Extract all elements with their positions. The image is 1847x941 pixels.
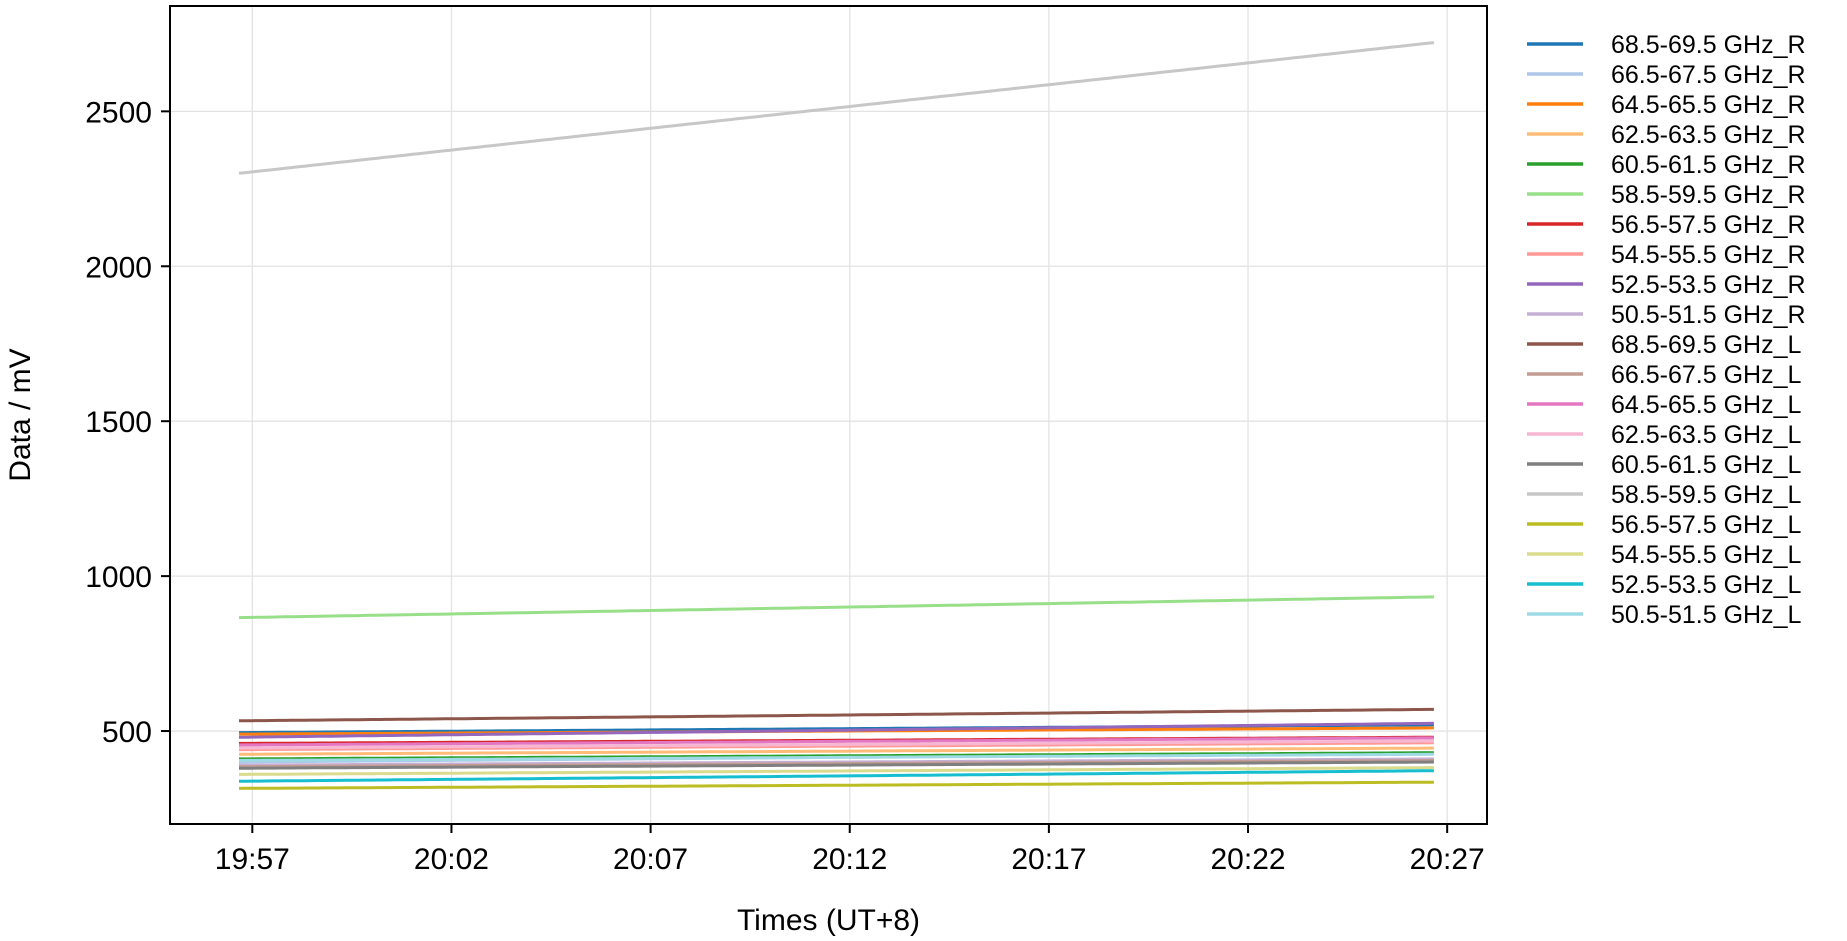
series-line [239, 760, 1434, 770]
legend-label: 68.5-69.5 GHz_R [1611, 31, 1806, 59]
series-line [238, 736, 1434, 747]
legend-label: 60.5-61.5 GHz_L [1611, 451, 1801, 479]
series-line [238, 759, 1434, 769]
legend-label: 54.5-55.5 GHz_R [1611, 241, 1806, 269]
y-tick-label: 500 [102, 716, 152, 749]
x-tick-label: 20:12 [812, 843, 887, 876]
y-tick-label: 1500 [85, 406, 152, 439]
legend-label: 52.5-53.5 GHz_R [1611, 271, 1806, 299]
series-line [239, 707, 1434, 723]
x-tick-label: 20:27 [1410, 843, 1485, 876]
legend-label: 52.5-53.5 GHz_L [1611, 571, 1801, 599]
x-tick-label: 19:57 [215, 843, 290, 876]
y-axis-label: Data / mV [4, 348, 37, 481]
x-tick-label: 20:02 [414, 843, 489, 876]
legend-label: 58.5-59.5 GHz_L [1611, 481, 1801, 509]
legend-label: 66.5-67.5 GHz_R [1611, 61, 1806, 89]
legend-label: 64.5-65.5 GHz_L [1611, 391, 1801, 419]
legend-label: 66.5-67.5 GHz_L [1611, 361, 1801, 389]
series-layer [238, 41, 1435, 790]
series-line [238, 752, 1434, 762]
grid [170, 6, 1487, 824]
series-line [239, 721, 1434, 739]
legend-label: 60.5-61.5 GHz_R [1611, 151, 1806, 179]
x-tick-label: 20:17 [1011, 843, 1086, 876]
series-line [238, 746, 1434, 756]
legend-label: 62.5-63.5 GHz_L [1611, 421, 1801, 449]
y-tick-label: 2000 [85, 251, 152, 284]
series-line [238, 739, 1434, 750]
legend-label: 50.5-51.5 GHz_L [1611, 601, 1801, 629]
plot-frame [169, 5, 1488, 825]
legend-label: 58.5-59.5 GHz_R [1611, 181, 1806, 209]
series-line [239, 766, 1434, 776]
y-tick-label: 2500 [85, 96, 152, 129]
legend-label: 62.5-63.5 GHz_R [1611, 121, 1806, 149]
legend-label: 56.5-57.5 GHz_R [1611, 211, 1806, 239]
y-tick-label: 1000 [85, 561, 152, 594]
y-axis: 500 1000 1500 2000 2500 [85, 96, 170, 749]
x-axis: 19:57 20:02 20:07 20:12 20:17 20:22 20:27 [215, 824, 1485, 876]
series-line [238, 780, 1434, 790]
series-line [239, 751, 1434, 761]
x-tick-label: 20:07 [613, 843, 688, 876]
legend-label: 64.5-65.5 GHz_R [1611, 91, 1806, 119]
x-axis-label: Times (UT+8) [737, 904, 920, 937]
legend-label: 56.5-57.5 GHz_L [1611, 511, 1801, 539]
series-line [238, 595, 1434, 620]
legend-label: 50.5-51.5 GHz_R [1611, 301, 1806, 329]
legend-label: 54.5-55.5 GHz_L [1611, 541, 1801, 569]
series-line [238, 41, 1435, 175]
series-line [239, 741, 1434, 752]
legend: 68.5-69.5 GHz_R66.5-67.5 GHz_R64.5-65.5 … [1527, 31, 1806, 629]
x-tick-label: 20:22 [1210, 843, 1285, 876]
legend-label: 68.5-69.5 GHz_L [1611, 331, 1801, 359]
series-line [239, 769, 1434, 783]
